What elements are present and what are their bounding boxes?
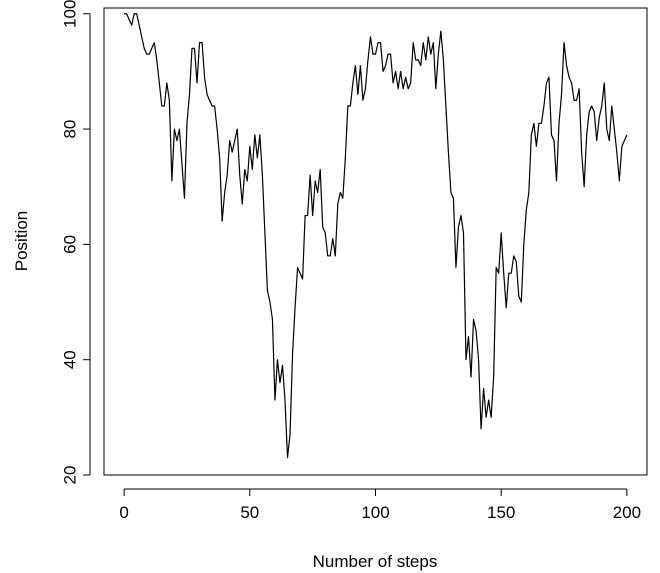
x-axis-title: Number of steps (313, 552, 438, 571)
x-tick-label: 150 (487, 503, 515, 522)
x-tick-label: 50 (240, 503, 259, 522)
y-tick-label: 100 (60, 0, 79, 28)
y-tick-label: 20 (60, 466, 79, 485)
x-tick-label: 200 (613, 503, 641, 522)
y-tick-label: 80 (60, 120, 79, 139)
y-axis: 20 40 60 80 100 (60, 0, 91, 485)
x-tick-label: 0 (119, 503, 128, 522)
y-tick-label: 40 (60, 350, 79, 369)
y-axis-title: Position (12, 211, 31, 271)
y-tick-label: 60 (60, 235, 79, 254)
x-tick-label: 100 (361, 503, 389, 522)
x-axis: 0 50 100 150 200 (119, 488, 641, 522)
series-line (124, 13, 628, 459)
plot-frame (103, 7, 648, 476)
